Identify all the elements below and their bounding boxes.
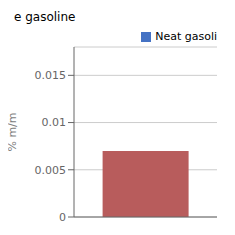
html-text:e gasoline: e gasoline	[14, 10, 76, 24]
svg-text:0.015: 0.015	[35, 69, 67, 82]
svg-text:0: 0	[59, 211, 66, 224]
svg-text:% m/m: % m/m	[8, 112, 19, 151]
svg-text:0.005: 0.005	[35, 164, 67, 177]
svg-text:0.01: 0.01	[42, 116, 67, 129]
html-text:Neat gasoli: Neat gasoli	[155, 30, 217, 43]
